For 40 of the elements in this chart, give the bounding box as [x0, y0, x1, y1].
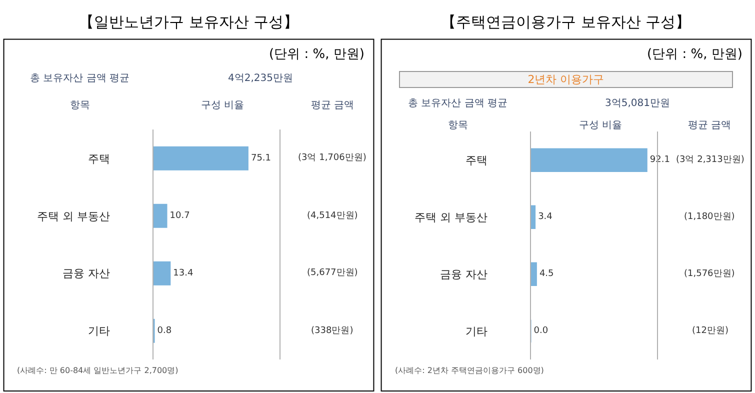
text: (338만원): [311, 326, 354, 336]
data-label: 0.0: [534, 326, 548, 336]
text: (1,576만원): [684, 269, 735, 279]
text: 평균 금액: [688, 120, 732, 131]
text: 총 보유자산 금액 평균: [408, 98, 508, 109]
data-label: 4.5: [539, 269, 554, 280]
y-tick-label: 금융 자산: [62, 267, 110, 280]
text: (단위 : %, 만원): [269, 47, 364, 62]
data-label: 75.1: [250, 153, 271, 164]
y-tick-label: 기타: [466, 324, 488, 338]
y-tick-label: 주택: [88, 152, 110, 166]
data-label: 13.4: [173, 268, 194, 278]
data-label: 3.4: [538, 212, 553, 222]
chart-title: 【주택연금이용가구 보유자산 구성】: [441, 13, 691, 31]
y-tick-label: 금융 자산: [440, 268, 488, 281]
text: (12만원): [692, 326, 728, 336]
text: 2년차 이용가구: [528, 73, 604, 86]
text: 평균 금액: [311, 100, 354, 111]
y-tick-label: 기타: [88, 324, 110, 338]
text: (사례수: 만 60-84세 일반노년가구 2,700명): [17, 366, 178, 375]
chart-title: 【일반노년가구 보유자산 구성】: [79, 13, 299, 31]
data-label: 0.8: [157, 326, 172, 336]
text: (3억 2,313만원): [676, 155, 744, 165]
y-tick-label: 주택 외 부동산: [37, 210, 110, 223]
text: 3억5,081만원: [605, 98, 670, 109]
text: (단위 : %, 만원): [647, 47, 742, 62]
text: (3억 1,706만원): [298, 153, 366, 163]
data-label: 10.7: [170, 210, 190, 221]
text: (사례수: 2년차 주택연금이용가구 600명): [395, 366, 544, 375]
text: 총 보유자산 금액 평균: [30, 73, 130, 84]
text: 구성 비율: [201, 100, 244, 111]
text: 4억2,235만원: [228, 73, 293, 84]
y-tick-label: 주택: [466, 154, 488, 167]
y-tick-label: 주택 외 부동산: [414, 210, 488, 224]
text: 항목: [448, 120, 468, 131]
text: 구성 비율: [579, 120, 622, 131]
text: (4,514만원): [307, 211, 358, 221]
text: (5,677만원): [307, 268, 358, 278]
text: 항목: [70, 100, 90, 111]
text: (1,180만원): [684, 212, 735, 222]
